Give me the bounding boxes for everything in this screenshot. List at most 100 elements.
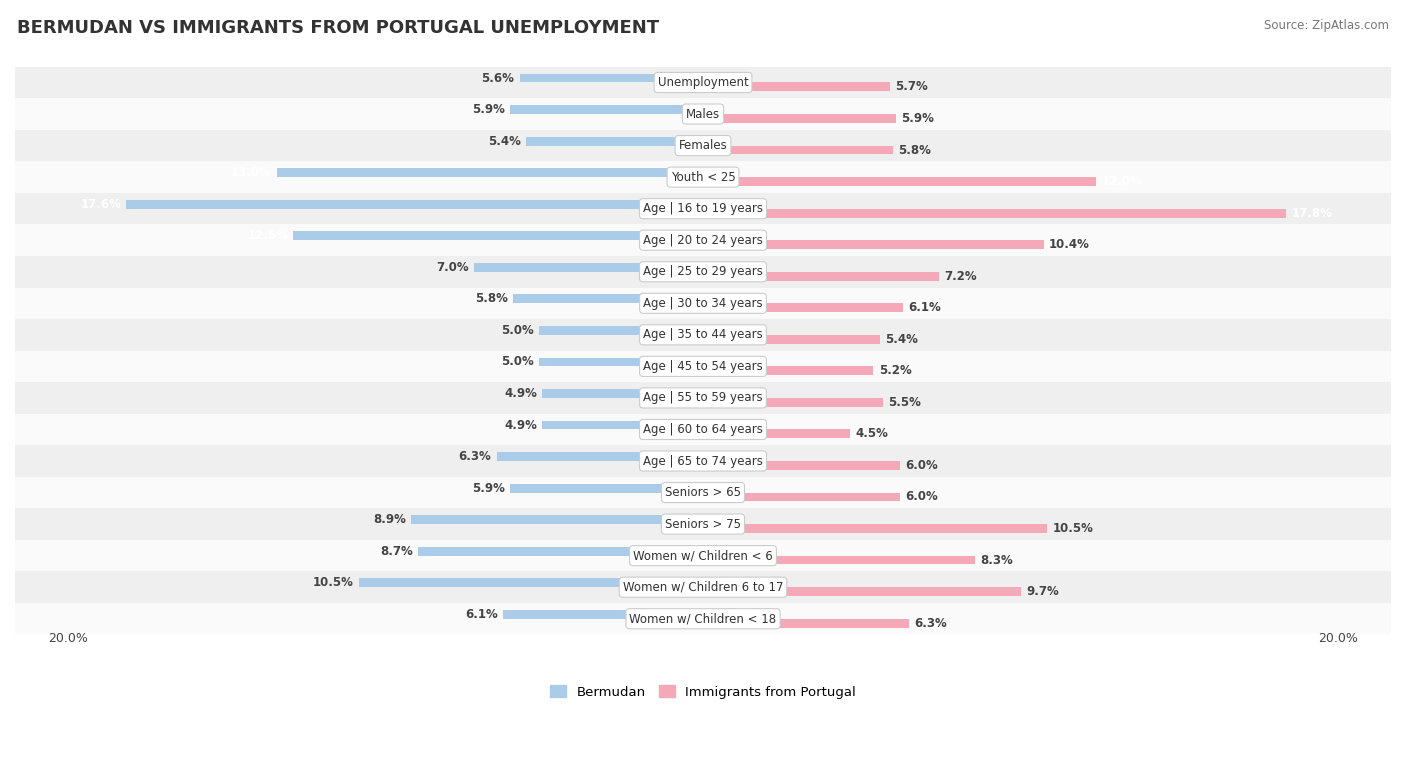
Text: 4.5%: 4.5% [856,428,889,441]
Text: Seniors > 65: Seniors > 65 [665,486,741,499]
Text: Age | 65 to 74 years: Age | 65 to 74 years [643,454,763,468]
Bar [703,493,900,501]
Text: 6.1%: 6.1% [465,608,498,621]
Text: 6.3%: 6.3% [915,617,948,630]
Text: Age | 35 to 44 years: Age | 35 to 44 years [643,329,763,341]
Text: 8.7%: 8.7% [380,545,413,558]
Text: 5.6%: 5.6% [481,72,515,85]
Text: 20.0%: 20.0% [1319,632,1358,645]
Legend: Bermudan, Immigrants from Portugal: Bermudan, Immigrants from Portugal [544,680,862,704]
Text: 5.0%: 5.0% [501,356,534,369]
Text: 5.5%: 5.5% [889,396,921,409]
Bar [15,445,1391,477]
Bar [15,288,1391,319]
Text: 5.8%: 5.8% [475,292,508,305]
Bar [496,452,703,461]
Text: 7.0%: 7.0% [436,261,468,274]
Text: 4.9%: 4.9% [505,387,537,400]
Bar [703,524,1047,533]
Bar [15,67,1391,98]
Text: 8.3%: 8.3% [980,553,1012,566]
Text: 5.9%: 5.9% [901,112,935,125]
Bar [15,540,1391,572]
Bar [15,129,1391,161]
Text: 12.0%: 12.0% [1101,175,1142,188]
Bar [15,572,1391,603]
Text: 13.0%: 13.0% [231,167,271,179]
Bar [277,168,703,177]
Bar [538,326,703,335]
Bar [15,224,1391,256]
Text: 5.7%: 5.7% [896,80,928,93]
Bar [15,413,1391,445]
Text: Age | 25 to 29 years: Age | 25 to 29 years [643,265,763,279]
Bar [703,366,873,375]
Text: Age | 20 to 24 years: Age | 20 to 24 years [643,234,763,247]
Bar [703,209,1286,217]
Text: Women w/ Children 6 to 17: Women w/ Children 6 to 17 [623,581,783,593]
Text: Unemployment: Unemployment [658,76,748,89]
Bar [418,547,703,556]
Text: 9.7%: 9.7% [1026,585,1059,598]
Text: 5.0%: 5.0% [501,324,534,337]
Bar [15,382,1391,413]
Text: 5.4%: 5.4% [886,333,918,346]
Text: 7.2%: 7.2% [943,269,977,282]
Text: 6.3%: 6.3% [458,450,491,463]
Text: Women w/ Children < 18: Women w/ Children < 18 [630,612,776,625]
Text: Age | 16 to 19 years: Age | 16 to 19 years [643,202,763,215]
Bar [294,232,703,240]
Bar [474,263,703,272]
Bar [703,240,1043,249]
Text: Females: Females [679,139,727,152]
Bar [703,461,900,470]
Text: 6.0%: 6.0% [905,491,938,503]
Text: 10.5%: 10.5% [1052,522,1092,535]
Bar [703,304,903,312]
Text: 4.9%: 4.9% [505,419,537,431]
Bar [526,137,703,145]
Text: 8.9%: 8.9% [374,513,406,526]
Text: 5.9%: 5.9% [471,481,505,494]
Bar [15,603,1391,634]
Text: 6.0%: 6.0% [905,459,938,472]
Bar [703,398,883,407]
Text: Age | 60 to 64 years: Age | 60 to 64 years [643,423,763,436]
Text: 17.6%: 17.6% [80,198,121,210]
Bar [703,618,910,628]
Text: Seniors > 75: Seniors > 75 [665,518,741,531]
Bar [15,256,1391,288]
Text: BERMUDAN VS IMMIGRANTS FROM PORTUGAL UNEMPLOYMENT: BERMUDAN VS IMMIGRANTS FROM PORTUGAL UNE… [17,19,659,37]
Text: 12.5%: 12.5% [247,229,288,242]
Text: 10.4%: 10.4% [1049,238,1090,251]
Bar [543,389,703,398]
Bar [15,350,1391,382]
Text: Women w/ Children < 6: Women w/ Children < 6 [633,549,773,562]
Text: 5.8%: 5.8% [898,144,931,157]
Bar [538,357,703,366]
Bar [703,429,851,438]
Text: 20.0%: 20.0% [48,632,87,645]
Text: Age | 55 to 59 years: Age | 55 to 59 years [643,391,763,404]
Text: 6.1%: 6.1% [908,301,941,314]
Bar [703,587,1021,596]
Bar [510,105,703,114]
Bar [412,516,703,524]
Bar [520,73,703,83]
Text: 10.5%: 10.5% [314,576,354,589]
Text: 5.4%: 5.4% [488,135,520,148]
Bar [703,177,1097,186]
Bar [15,508,1391,540]
Bar [543,421,703,429]
Bar [127,200,703,209]
Bar [15,161,1391,193]
Bar [510,484,703,493]
Bar [503,610,703,618]
Bar [703,114,896,123]
Text: Source: ZipAtlas.com: Source: ZipAtlas.com [1264,19,1389,32]
Text: Age | 45 to 54 years: Age | 45 to 54 years [643,360,763,373]
Text: 5.9%: 5.9% [471,103,505,116]
Bar [513,294,703,304]
Bar [703,556,974,565]
Bar [15,98,1391,129]
